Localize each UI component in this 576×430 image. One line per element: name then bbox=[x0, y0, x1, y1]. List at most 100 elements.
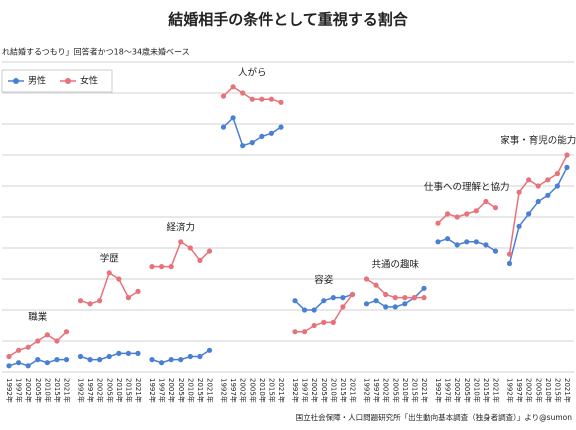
data-point bbox=[506, 251, 513, 257]
data-point bbox=[149, 264, 155, 270]
data-point bbox=[383, 291, 389, 298]
data-point bbox=[321, 298, 327, 304]
x-tick-label: 2010年 bbox=[186, 378, 195, 403]
x-tick-label: 2010年 bbox=[401, 378, 410, 403]
data-point bbox=[535, 198, 541, 205]
x-tick-label: 2002年 bbox=[96, 378, 105, 403]
data-point bbox=[473, 208, 479, 214]
x-tick-label: 1997年 bbox=[229, 378, 238, 403]
data-point bbox=[259, 133, 265, 139]
data-point bbox=[311, 307, 317, 313]
data-point bbox=[135, 288, 141, 294]
legend-marker bbox=[65, 78, 71, 84]
x-tick-label: 1992年 bbox=[220, 378, 229, 403]
data-point bbox=[421, 285, 427, 291]
x-tick-label: 2021年 bbox=[420, 378, 429, 403]
x-tick-label: 2021年 bbox=[277, 378, 286, 403]
legend-label: 女性 bbox=[80, 75, 98, 87]
data-point bbox=[106, 270, 112, 276]
x-tick-label: 1992年 bbox=[148, 378, 157, 403]
x-tick-label: 1997年 bbox=[515, 378, 524, 403]
data-point bbox=[421, 295, 427, 301]
data-point bbox=[349, 291, 356, 298]
x-tick-label: 1997年 bbox=[86, 378, 95, 403]
x-tick-label: 2015年 bbox=[124, 378, 133, 403]
data-point bbox=[54, 357, 60, 363]
data-point bbox=[35, 338, 41, 344]
group-label: 経済力 bbox=[166, 221, 195, 233]
data-point bbox=[6, 353, 12, 360]
data-point bbox=[230, 84, 236, 90]
data-point bbox=[330, 295, 336, 301]
series-line bbox=[508, 154, 568, 255]
data-point bbox=[473, 239, 479, 245]
data-point bbox=[6, 363, 12, 369]
data-point bbox=[116, 276, 122, 282]
data-point bbox=[516, 223, 522, 229]
x-tick-label: 2005年 bbox=[391, 378, 400, 403]
group-label: 職業 bbox=[28, 311, 48, 323]
x-tick-label: 2021年 bbox=[134, 378, 143, 403]
data-point bbox=[402, 295, 408, 301]
data-point bbox=[97, 298, 103, 304]
data-point bbox=[220, 124, 227, 130]
chart-title: 結婚相手の条件として重視する割合 bbox=[168, 11, 409, 29]
x-tick-label: 1997年 bbox=[372, 378, 381, 403]
data-point bbox=[435, 220, 441, 226]
data-point bbox=[564, 152, 570, 158]
x-tick-label: 2015年 bbox=[267, 378, 276, 403]
x-tick-label: 1992年 bbox=[363, 378, 372, 403]
series-line bbox=[508, 167, 568, 264]
data-point bbox=[125, 295, 132, 301]
data-point bbox=[206, 248, 213, 254]
x-tick-label: 2010年 bbox=[115, 378, 124, 403]
x-tick-label: 1997年 bbox=[158, 378, 167, 403]
data-point bbox=[464, 239, 470, 245]
data-point bbox=[278, 124, 284, 130]
x-tick-label: 2015年 bbox=[482, 378, 491, 403]
data-point bbox=[44, 360, 50, 366]
data-point bbox=[554, 171, 561, 177]
x-tick-label: 2005年 bbox=[105, 378, 114, 403]
data-point bbox=[454, 214, 460, 220]
data-point bbox=[125, 350, 132, 356]
data-point bbox=[168, 264, 174, 270]
data-point bbox=[15, 347, 22, 353]
x-tick-label: 2021年 bbox=[492, 378, 501, 403]
data-point bbox=[77, 353, 84, 360]
x-tick-label: 1992年 bbox=[5, 378, 14, 403]
data-point bbox=[268, 96, 275, 102]
data-point bbox=[545, 177, 551, 183]
data-point bbox=[97, 357, 103, 363]
data-point bbox=[444, 236, 451, 242]
data-point bbox=[392, 295, 398, 301]
data-point bbox=[249, 140, 255, 146]
x-tick-label: 2002年 bbox=[167, 378, 176, 403]
data-point bbox=[187, 245, 193, 251]
data-point bbox=[454, 242, 460, 248]
data-point bbox=[158, 360, 165, 366]
x-tick-label: 2015年 bbox=[339, 378, 348, 403]
group-label: 学歴 bbox=[100, 252, 120, 264]
data-point bbox=[292, 298, 298, 304]
data-point bbox=[25, 363, 31, 369]
x-tick-label: 2002年 bbox=[239, 378, 248, 403]
data-point bbox=[63, 357, 70, 363]
data-point bbox=[526, 211, 532, 217]
x-tick-label: 2021年 bbox=[349, 378, 358, 403]
legend-label: 男性 bbox=[28, 75, 46, 87]
data-point bbox=[230, 115, 236, 121]
data-point bbox=[116, 350, 122, 356]
data-point bbox=[330, 319, 336, 325]
x-tick-label: 2021年 bbox=[206, 378, 215, 403]
data-point bbox=[402, 301, 408, 307]
data-point bbox=[545, 192, 551, 198]
data-point bbox=[411, 295, 418, 301]
data-point bbox=[321, 319, 327, 325]
x-tick-label: 2005年 bbox=[463, 378, 472, 403]
data-point bbox=[383, 304, 389, 310]
x-tick-label: 1992年 bbox=[291, 378, 300, 403]
data-point bbox=[249, 96, 255, 102]
data-point bbox=[311, 322, 317, 329]
